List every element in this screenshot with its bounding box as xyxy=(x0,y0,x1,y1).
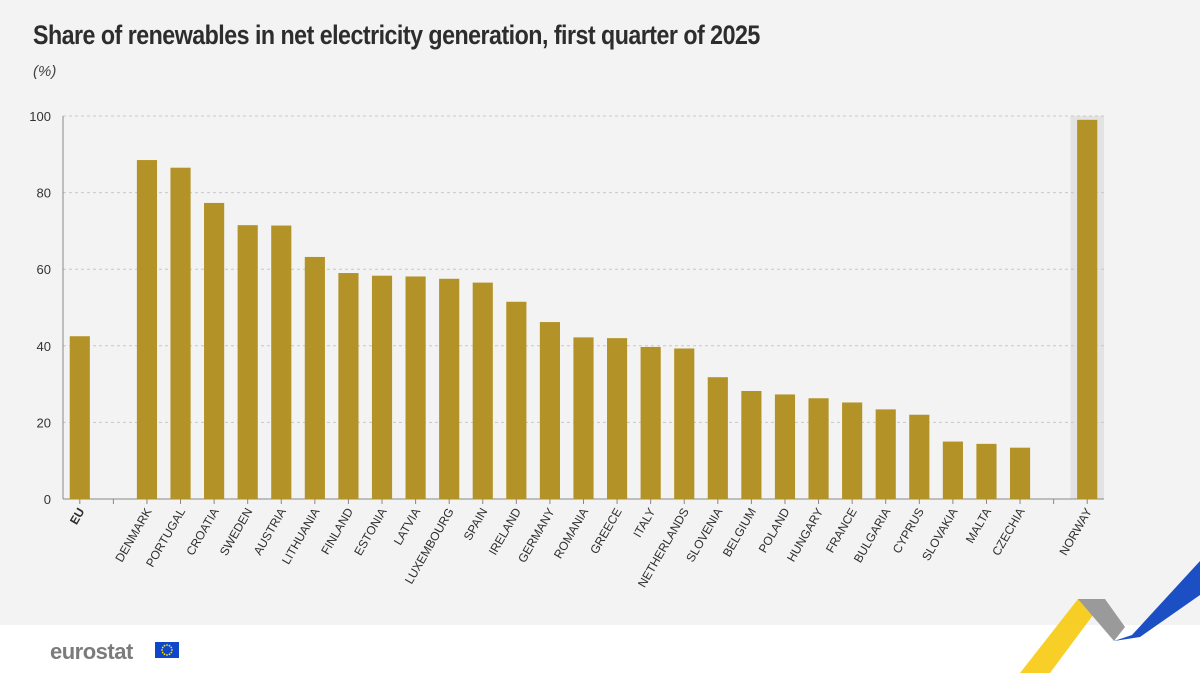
y-tick-label: 60 xyxy=(37,262,51,277)
y-tick-label: 100 xyxy=(29,109,51,124)
bar-portugal xyxy=(170,167,191,499)
bar-bulgaria xyxy=(875,409,896,499)
x-tick-label: GREECE xyxy=(587,506,624,557)
x-tick-label: ROMANIA xyxy=(551,506,591,562)
bar-czechia xyxy=(1009,447,1031,499)
bar-slovenia xyxy=(707,377,728,499)
x-tick-label: CROATIA xyxy=(183,506,221,558)
x-tick-label: NORWAY xyxy=(1056,506,1094,558)
footer-band xyxy=(0,625,1200,675)
bar-germany xyxy=(539,322,560,499)
x-tick-label: AUSTRIA xyxy=(251,506,289,558)
bar-ireland xyxy=(506,301,527,499)
bar-eu xyxy=(69,336,90,499)
bar-norway xyxy=(1077,119,1098,499)
chart-title: Share of renewables in net electricity g… xyxy=(33,20,760,50)
bar-hungary xyxy=(808,398,829,499)
eu-flag-icon xyxy=(155,642,179,658)
x-tick-label: CZECHIA xyxy=(989,506,1027,559)
y-tick-label: 40 xyxy=(37,339,51,354)
bar-romania xyxy=(573,337,594,499)
x-tick-label: SWEDEN xyxy=(217,506,255,559)
bar-netherlands xyxy=(674,348,695,499)
bar-finland xyxy=(338,273,359,499)
bar-poland xyxy=(774,394,796,499)
eurostat-logo: eurostat xyxy=(50,639,133,664)
bar-slovakia xyxy=(942,441,963,499)
bar-croatia xyxy=(204,202,225,500)
bar-latvia xyxy=(405,276,426,499)
x-tick-label: SPAIN xyxy=(461,506,491,543)
y-tick-label: 0 xyxy=(44,492,51,507)
x-tick-label: ITALY xyxy=(630,506,658,540)
x-tick-label: POLAND xyxy=(756,505,793,555)
x-tick-label: LATVIA xyxy=(391,506,423,548)
x-tick-label: FRANCE xyxy=(823,506,860,556)
bar-belgium xyxy=(741,390,762,499)
y-tick-label: 80 xyxy=(37,186,51,201)
x-tick-label: BELGIUM xyxy=(720,506,759,560)
bar-luxembourg xyxy=(439,278,460,499)
bar-cyprus xyxy=(909,414,930,499)
x-tick-label: CYPRUS xyxy=(890,506,927,556)
unit-label: (%) xyxy=(33,63,57,80)
x-tick-label: IRELAND xyxy=(486,505,524,557)
bar-france xyxy=(842,402,863,499)
bar-greece xyxy=(607,338,628,499)
bar-lithuania xyxy=(304,256,325,499)
decorative-chevron-icon xyxy=(1020,561,1200,673)
x-tick-label: MALTA xyxy=(963,506,994,546)
y-tick-label: 20 xyxy=(37,415,51,430)
bar-sweden xyxy=(237,225,258,499)
bar-estonia xyxy=(371,275,393,499)
bar-denmark xyxy=(136,160,158,500)
bar-italy xyxy=(640,346,661,499)
bar-spain xyxy=(472,282,493,499)
x-tick-label: FINLAND xyxy=(318,505,356,557)
bar-austria xyxy=(271,225,292,499)
x-tick-label: ESTONIA xyxy=(351,506,389,558)
x-tick-label: EU xyxy=(67,506,87,527)
bar-malta xyxy=(976,443,997,499)
